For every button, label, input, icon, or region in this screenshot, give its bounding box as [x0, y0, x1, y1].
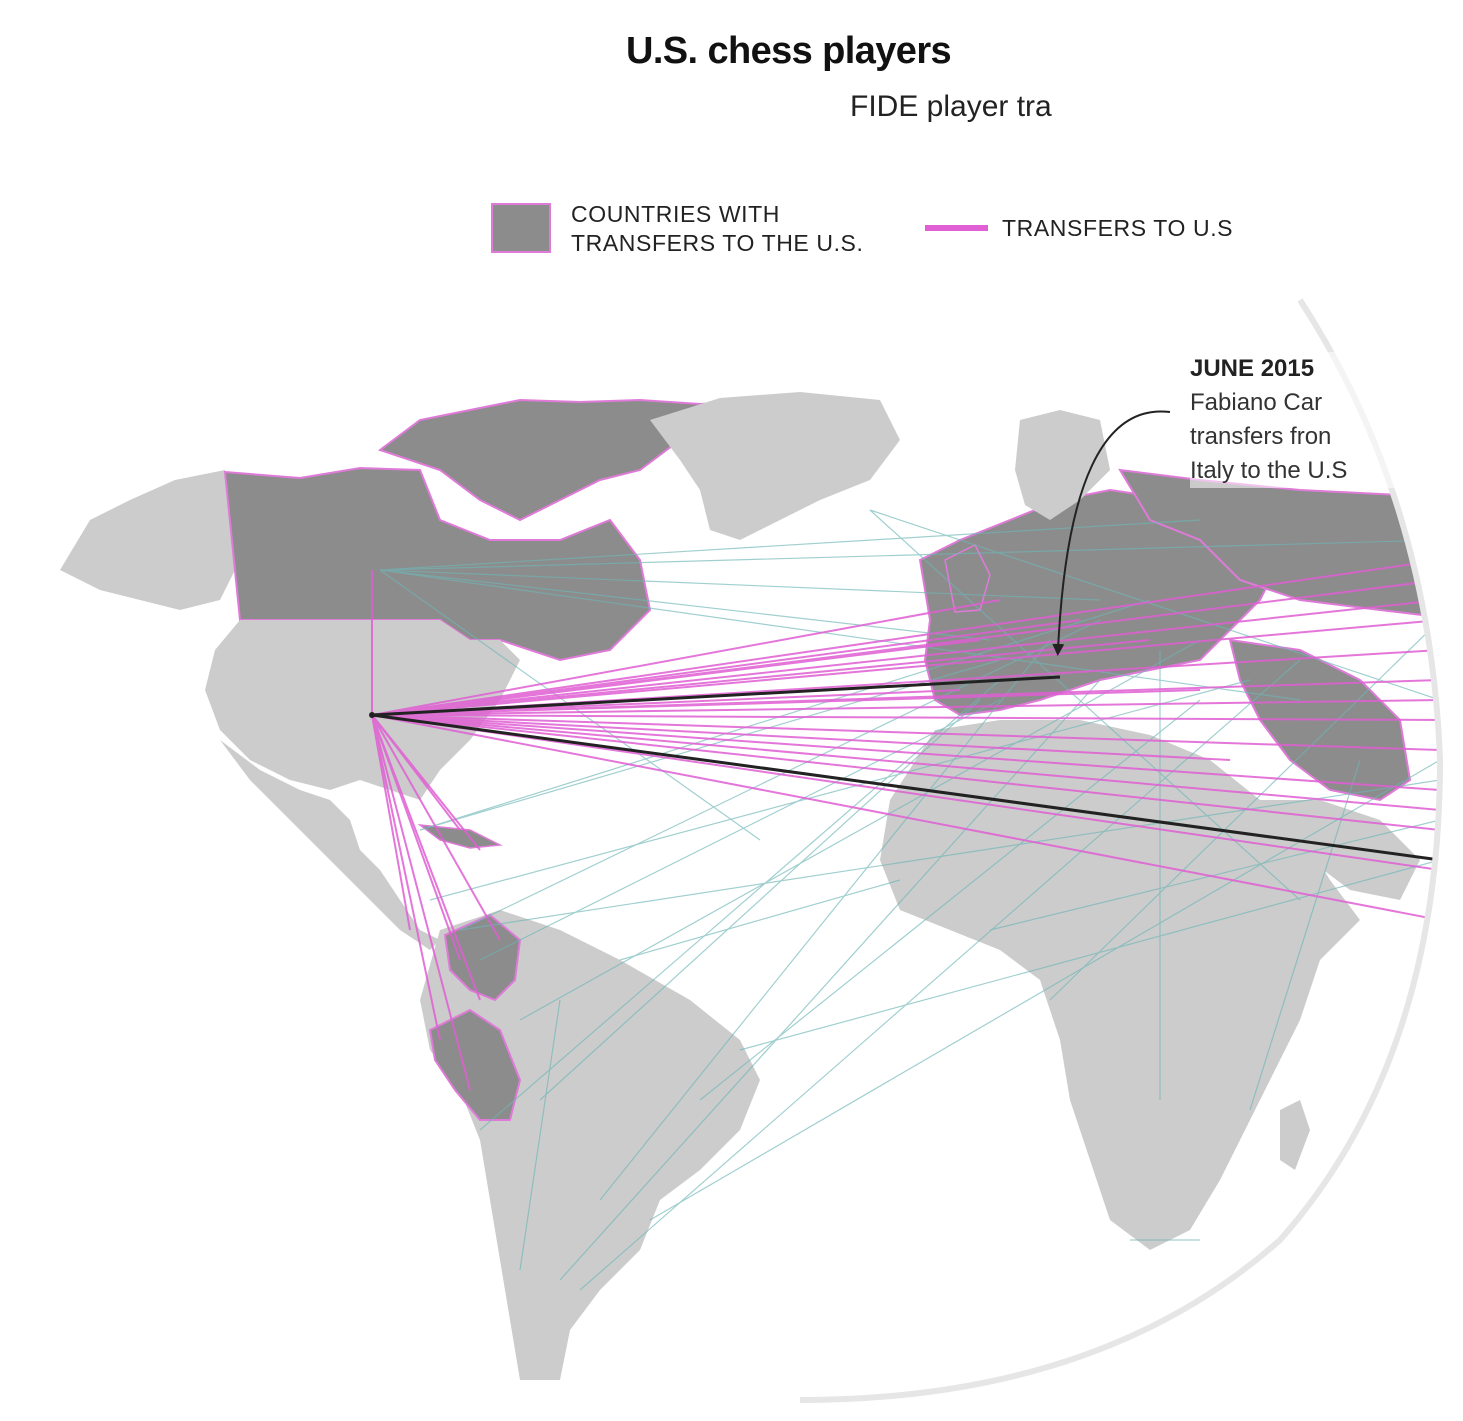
legend-transfer-line — [925, 225, 988, 231]
land-africa — [880, 720, 1360, 1250]
chart-subtitle: FIDE player tra — [850, 90, 1052, 123]
land-peru — [428, 1008, 522, 1121]
land-scandinavia — [1015, 410, 1110, 520]
land-arabia — [1260, 800, 1420, 900]
land-alaska — [60, 470, 240, 610]
annotation-line1: Fabiano Car — [1190, 389, 1323, 416]
highlighted-transfer-lines — [371, 675, 1440, 862]
land-madagascar — [1280, 1100, 1310, 1170]
land-colombia — [443, 913, 522, 1002]
legend-countries-swatch — [491, 203, 551, 253]
land-cuba — [417, 823, 503, 849]
us-hub-point — [369, 712, 375, 718]
annotation-date: JUNE 2015 — [1190, 355, 1315, 382]
legend-transfers-label: TRANSFERS TO U.S — [1002, 215, 1234, 241]
legend-countries-label-line1: COUNTRIES WITH — [571, 201, 780, 227]
globe-edge — [799, 298, 1444, 1403]
annotation-arrow — [1052, 410, 1171, 656]
land-mexico — [220, 740, 440, 950]
legend-countries-label-line2: TRANSFERS TO THE U.S. — [571, 230, 864, 256]
land-canada — [223, 466, 652, 662]
land-south-america — [420, 910, 760, 1380]
annotation-line2: transfers fron — [1190, 423, 1332, 450]
annotation-line3: Italy to the U.S — [1190, 457, 1348, 484]
land-greenland — [650, 392, 900, 540]
land-usa — [205, 620, 520, 800]
annotation-caruana: JUNE 2015 Fabiano Car transfers fron Ita… — [1190, 352, 1405, 488]
chart-title: U.S. chess players — [626, 30, 952, 72]
